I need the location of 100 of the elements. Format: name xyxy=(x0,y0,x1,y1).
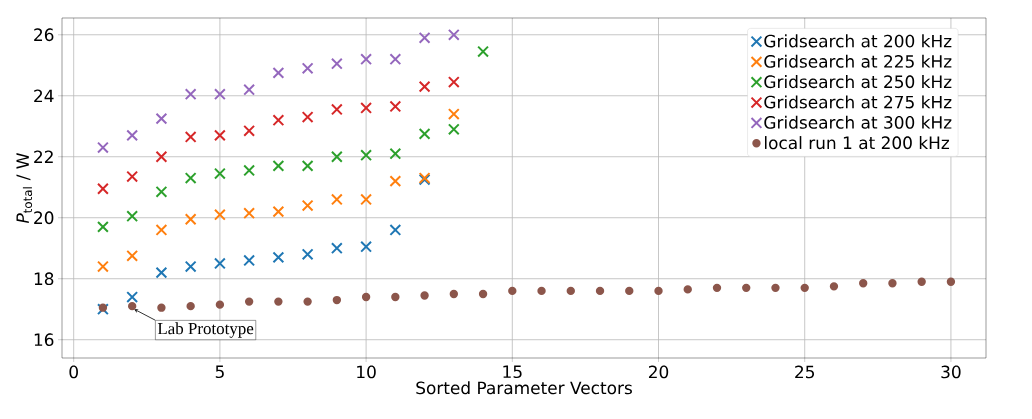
legend-label: Gridsearch at 225 kHz xyxy=(764,54,952,68)
legend-label: local run 1 at 200 kHz xyxy=(764,136,950,150)
legend-label: Gridsearch at 275 kHz xyxy=(764,95,952,109)
point xyxy=(360,53,373,66)
point xyxy=(98,303,108,312)
point xyxy=(97,220,109,233)
point xyxy=(272,114,285,127)
y-axis-title: P$_{total}$ / W xyxy=(16,153,33,224)
legend-label: Gridsearch at 300 kHz xyxy=(764,115,952,129)
point xyxy=(330,193,343,206)
legend-label: Gridsearch at 200 kHz xyxy=(764,34,952,48)
point xyxy=(418,31,431,44)
point xyxy=(917,277,926,286)
point xyxy=(213,88,226,101)
point xyxy=(654,286,663,296)
point xyxy=(272,251,285,264)
point xyxy=(272,205,285,218)
point xyxy=(126,129,139,142)
point xyxy=(332,295,342,305)
legend-label: Gridsearch at 250 kHz xyxy=(764,75,952,89)
point xyxy=(478,289,488,299)
point xyxy=(303,297,312,306)
y-tick-label: 16 xyxy=(34,333,54,347)
point xyxy=(243,254,256,267)
point xyxy=(155,266,168,279)
point xyxy=(97,141,109,154)
point xyxy=(272,159,285,172)
point xyxy=(391,292,400,302)
point xyxy=(829,282,839,291)
point xyxy=(97,303,109,316)
point xyxy=(447,123,460,136)
x-tick-label: 30 xyxy=(941,365,961,379)
point xyxy=(330,57,343,70)
point xyxy=(595,286,605,296)
point xyxy=(301,62,314,75)
point xyxy=(215,300,225,309)
point xyxy=(389,100,402,113)
point xyxy=(330,242,343,255)
point xyxy=(447,108,460,120)
point xyxy=(243,124,256,137)
point xyxy=(361,292,371,302)
x-axis-title: Sorted Parameter Vectors xyxy=(416,381,632,395)
point xyxy=(155,112,168,125)
point xyxy=(946,277,956,286)
point xyxy=(566,286,575,296)
point xyxy=(155,150,168,163)
point xyxy=(683,285,692,294)
x-tick-label: 20 xyxy=(648,365,669,379)
y-tick-label: 20 xyxy=(34,211,54,225)
point xyxy=(447,28,460,41)
point xyxy=(213,167,226,180)
point xyxy=(126,291,139,303)
x-tick-label: 5 xyxy=(215,365,224,379)
x-tick-label: 25 xyxy=(795,365,815,379)
point xyxy=(186,301,195,311)
point xyxy=(330,150,343,163)
point xyxy=(508,286,517,296)
point xyxy=(127,301,137,311)
point xyxy=(184,130,197,143)
point xyxy=(447,76,460,88)
point xyxy=(157,303,166,312)
point xyxy=(389,147,402,160)
y-tick-label: 24 xyxy=(34,89,54,103)
point xyxy=(418,127,431,140)
point xyxy=(771,283,780,293)
x-tick-label: 0 xyxy=(69,365,78,379)
point xyxy=(389,224,402,236)
point xyxy=(477,45,489,58)
point xyxy=(859,279,868,288)
point xyxy=(301,199,314,212)
point xyxy=(625,286,634,296)
point xyxy=(449,289,459,299)
point xyxy=(360,149,373,162)
y-tick-label: 26 xyxy=(34,28,54,42)
annotation: Lab Prototype xyxy=(157,322,254,338)
point xyxy=(126,249,139,262)
point xyxy=(301,111,314,124)
point xyxy=(184,88,197,101)
point xyxy=(155,224,168,236)
point xyxy=(712,283,722,293)
point xyxy=(742,283,751,293)
y-tick-label: 22 xyxy=(34,150,53,164)
y-tick-label: 18 xyxy=(34,272,54,286)
point xyxy=(272,66,285,79)
point xyxy=(800,283,809,293)
point xyxy=(389,53,402,66)
x-tick-label: 15 xyxy=(503,365,522,379)
point xyxy=(213,208,226,221)
point xyxy=(184,172,197,185)
point xyxy=(184,260,197,273)
point xyxy=(213,257,226,270)
point xyxy=(244,297,254,306)
point xyxy=(243,83,256,96)
point xyxy=(97,260,109,273)
point xyxy=(420,291,429,300)
x-tick-label: 10 xyxy=(357,365,376,379)
point xyxy=(274,297,283,306)
point xyxy=(126,210,139,223)
point xyxy=(301,159,314,172)
point xyxy=(537,286,546,296)
